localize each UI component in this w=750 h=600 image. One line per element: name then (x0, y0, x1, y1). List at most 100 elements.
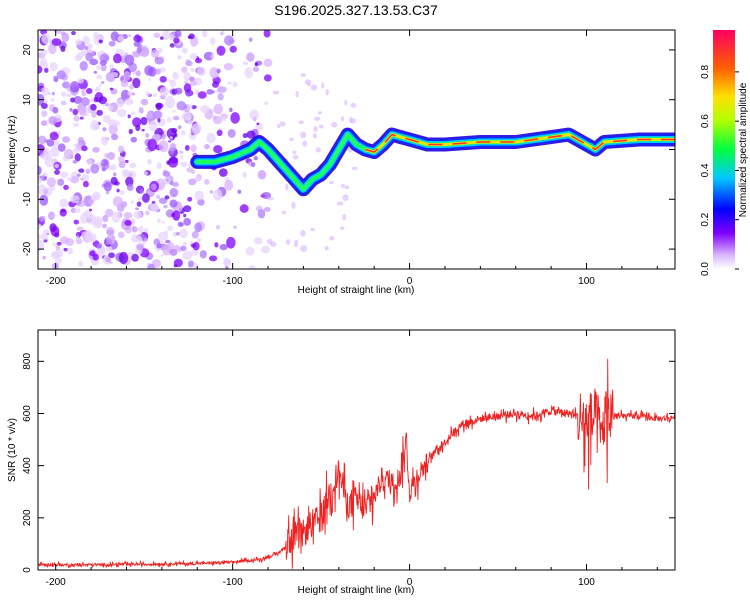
noise-blob (40, 102, 48, 109)
noise-blob (313, 126, 318, 133)
noise-blob (190, 248, 199, 256)
noise-blob (73, 143, 77, 147)
noise-blob (191, 230, 199, 239)
noise-blob (104, 208, 114, 218)
noise-blob (224, 35, 234, 46)
noise-blob (108, 123, 118, 136)
noise-blob (216, 129, 223, 137)
noise-blob (218, 168, 228, 177)
noise-blob (300, 229, 306, 237)
noise-blob (340, 183, 345, 188)
noise-blob (181, 47, 188, 54)
noise-blob (252, 66, 260, 72)
noise-blob (201, 30, 208, 38)
noise-blob (79, 116, 84, 120)
noise-blob (63, 184, 69, 191)
noise-blob (110, 176, 118, 185)
noise-blob (276, 123, 281, 129)
noise-blob (298, 120, 304, 125)
noise-blob (314, 116, 321, 121)
noise-blob (69, 81, 80, 93)
noise-blob (162, 30, 171, 41)
noise-blob (127, 90, 135, 97)
noise-blob (169, 248, 178, 256)
noise-blob (50, 147, 60, 158)
noise-blob (96, 109, 103, 116)
noise-blob (300, 73, 306, 77)
noise-blob (192, 241, 200, 251)
noise-blob (108, 40, 116, 47)
noise-blob (249, 109, 260, 121)
noise-blob (227, 129, 236, 138)
noise-blob (66, 177, 72, 182)
noise-blob (126, 183, 134, 192)
noise-blob (60, 91, 67, 97)
noise-blob (158, 197, 168, 204)
noise-blob (291, 202, 296, 209)
noise-blob (73, 95, 83, 104)
noise-blob (279, 121, 286, 127)
noise-blob (197, 198, 205, 206)
noise-blob (49, 62, 58, 72)
noise-blob (285, 239, 291, 245)
noise-blob (51, 38, 62, 46)
noise-blob (146, 158, 152, 165)
noise-blob (48, 211, 55, 221)
noise-blob (210, 54, 215, 59)
noise-blob (339, 226, 345, 231)
noise-blob (212, 188, 223, 201)
noise-blob (321, 82, 325, 89)
noise-blob (105, 256, 112, 263)
noise-blob (80, 177, 84, 181)
noise-blob (191, 105, 197, 110)
noise-blob (129, 162, 137, 169)
noise-blob (133, 211, 143, 219)
noise-blob (351, 166, 358, 171)
noise-blob (73, 115, 80, 122)
noise-blob (172, 182, 179, 187)
noise-blob (310, 84, 318, 91)
noise-blob (209, 37, 216, 46)
noise-blob (50, 225, 60, 237)
noise-blob (89, 98, 95, 103)
noise-blob (230, 112, 240, 124)
noise-blob (188, 178, 197, 186)
noise-blob (160, 254, 164, 257)
noise-blob (130, 111, 136, 116)
noise-blob (179, 155, 184, 160)
noise-blob (133, 41, 141, 47)
colorbar-tick-label: 0.6 (700, 114, 711, 128)
noise-blob (59, 171, 69, 178)
noise-blob (46, 177, 56, 188)
noise-blob (147, 78, 152, 81)
noise-blob (78, 107, 87, 116)
y-tick-label: 10 (22, 94, 33, 106)
figure-title: S196.2025.327.13.53.C37 (274, 2, 438, 18)
noise-blob (169, 199, 178, 208)
noise-blob (132, 117, 142, 128)
noise-blob (128, 128, 133, 135)
noise-blob (295, 90, 299, 98)
noise-blob (194, 89, 200, 95)
noise-blob (77, 136, 84, 144)
noise-blob (51, 91, 55, 96)
noise-blob (87, 43, 93, 50)
noise-blob (140, 53, 145, 57)
noise-blob (242, 132, 248, 139)
noise-blob (223, 63, 234, 71)
noise-blob (156, 194, 161, 200)
noise-blob (93, 70, 98, 74)
noise-blob (178, 125, 182, 129)
noise-blob (98, 96, 108, 105)
noise-blob (245, 246, 255, 256)
noise-blob (123, 71, 131, 81)
y-tick-label: 800 (22, 353, 33, 370)
noise-blob (253, 156, 258, 161)
noise-blob (41, 33, 51, 45)
noise-blob (143, 227, 149, 233)
noise-blob (105, 240, 110, 246)
noise-blob (124, 159, 129, 164)
noise-blob (294, 239, 299, 245)
x-tick-label: -100 (223, 276, 243, 287)
noise-blob (123, 212, 133, 219)
